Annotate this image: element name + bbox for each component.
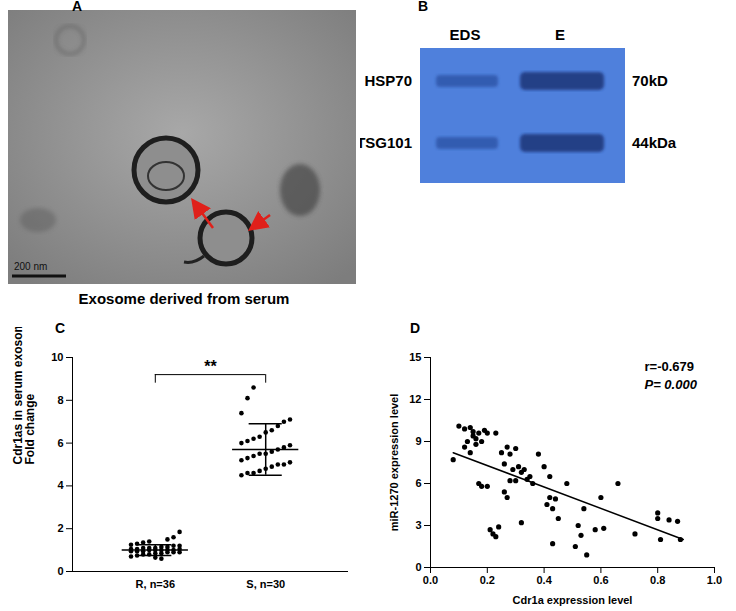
svg-text:0: 0 bbox=[57, 565, 63, 577]
svg-text:TSG101: TSG101 bbox=[360, 134, 412, 151]
svg-text:0: 0 bbox=[415, 561, 421, 573]
svg-text:0.4: 0.4 bbox=[536, 574, 552, 586]
svg-text:200 nm: 200 nm bbox=[14, 261, 47, 272]
svg-text:12: 12 bbox=[409, 393, 421, 405]
svg-text:Cdr1as in serum exosomesFold c: Cdr1as in serum exosomesFold change bbox=[11, 327, 37, 465]
svg-text:EDS: EDS bbox=[450, 26, 481, 43]
svg-text:HSP70: HSP70 bbox=[364, 72, 412, 89]
svg-text:**: ** bbox=[204, 358, 217, 375]
svg-text:44kDa: 44kDa bbox=[632, 134, 677, 151]
svg-text:70kD: 70kD bbox=[632, 72, 668, 89]
svg-text:0.6: 0.6 bbox=[593, 574, 608, 586]
svg-text:8: 8 bbox=[57, 394, 63, 406]
svg-text:4: 4 bbox=[57, 479, 64, 491]
svg-text:P= 0.000: P= 0.000 bbox=[645, 377, 698, 392]
svg-text:9: 9 bbox=[415, 435, 421, 447]
svg-text:2: 2 bbox=[57, 522, 63, 534]
svg-text:0.8: 0.8 bbox=[650, 574, 665, 586]
svg-text:6: 6 bbox=[57, 437, 63, 449]
svg-text:10: 10 bbox=[51, 351, 63, 363]
svg-text:3: 3 bbox=[415, 519, 421, 531]
html-text:Exosome derived from serum: Exosome derived from serum bbox=[78, 290, 290, 307]
svg-text:0.0: 0.0 bbox=[423, 574, 438, 586]
svg-text:6: 6 bbox=[415, 477, 421, 489]
html-text:D: D bbox=[410, 320, 421, 336]
svg-text:15: 15 bbox=[409, 351, 421, 363]
svg-text:r=-0.679: r=-0.679 bbox=[645, 359, 695, 374]
svg-text:S, n=30: S, n=30 bbox=[246, 578, 285, 590]
svg-text:0.2: 0.2 bbox=[480, 574, 495, 586]
svg-text:E: E bbox=[555, 26, 565, 43]
svg-text:Cdr1a expression level: Cdr1a expression level bbox=[513, 594, 633, 606]
svg-text:1.0: 1.0 bbox=[707, 574, 722, 586]
html-text:C: C bbox=[55, 320, 66, 336]
svg-text:R, n=36: R, n=36 bbox=[136, 578, 175, 590]
svg-text:miR-1270 expression level: miR-1270 expression level bbox=[388, 394, 400, 532]
